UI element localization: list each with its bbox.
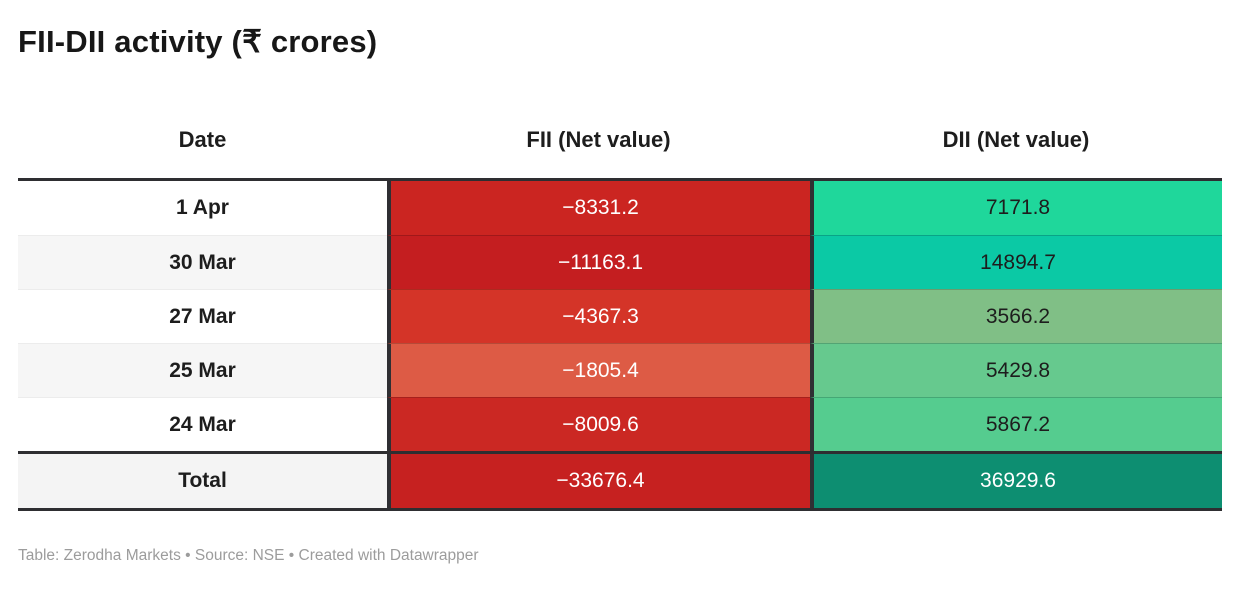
table-row: 1 Apr −8331.2 7171.8 xyxy=(18,181,1222,235)
fii-value-cell: −8331.2 xyxy=(387,181,810,235)
fii-value-cell: −8009.6 xyxy=(387,397,810,451)
table-total-row: Total −33676.4 36929.6 xyxy=(18,454,1222,508)
date-cell: 30 Mar xyxy=(18,235,387,289)
date-cell: 1 Apr xyxy=(18,181,387,235)
table-chart: FII-DII activity (₹ crores) Date FII (Ne… xyxy=(18,24,1222,564)
page-title: FII-DII activity (₹ crores) xyxy=(18,24,378,59)
column-header-dii: DII (Net value) xyxy=(942,127,1090,152)
table-row: 30 Mar −11163.1 14894.7 xyxy=(18,235,1222,289)
fii-value-cell: −11163.1 xyxy=(387,235,810,289)
dii-value-cell: 3566.2 xyxy=(810,289,1222,343)
dii-value-cell: 7171.8 xyxy=(810,181,1222,235)
column-header-date: Date xyxy=(178,127,227,152)
table-header-row: Date FII (Net value) DII (Net value) xyxy=(18,102,1222,178)
total-label-cell: Total xyxy=(18,454,387,508)
fii-value-cell: −4367.3 xyxy=(387,289,810,343)
fii-value-cell: −1805.4 xyxy=(387,343,810,397)
attribution-footer: Table: Zerodha Markets • Source: NSE • C… xyxy=(18,547,479,564)
fii-total-cell: −33676.4 xyxy=(387,454,810,508)
header-divider xyxy=(18,178,1222,181)
date-cell: 25 Mar xyxy=(18,343,387,397)
table-row: 27 Mar −4367.3 3566.2 xyxy=(18,289,1222,343)
date-cell: 27 Mar xyxy=(18,289,387,343)
dii-value-cell: 5429.8 xyxy=(810,343,1222,397)
dii-value-cell: 5867.2 xyxy=(810,397,1222,451)
table-bottom-border xyxy=(18,508,1222,511)
table-row: 25 Mar −1805.4 5429.8 xyxy=(18,343,1222,397)
column-header-fii: FII (Net value) xyxy=(526,127,671,152)
total-divider xyxy=(18,451,1222,454)
date-cell: 24 Mar xyxy=(18,397,387,451)
dii-value-cell: 14894.7 xyxy=(810,235,1222,289)
dii-total-cell: 36929.6 xyxy=(810,454,1222,508)
table-row: 24 Mar −8009.6 5867.2 xyxy=(18,397,1222,451)
